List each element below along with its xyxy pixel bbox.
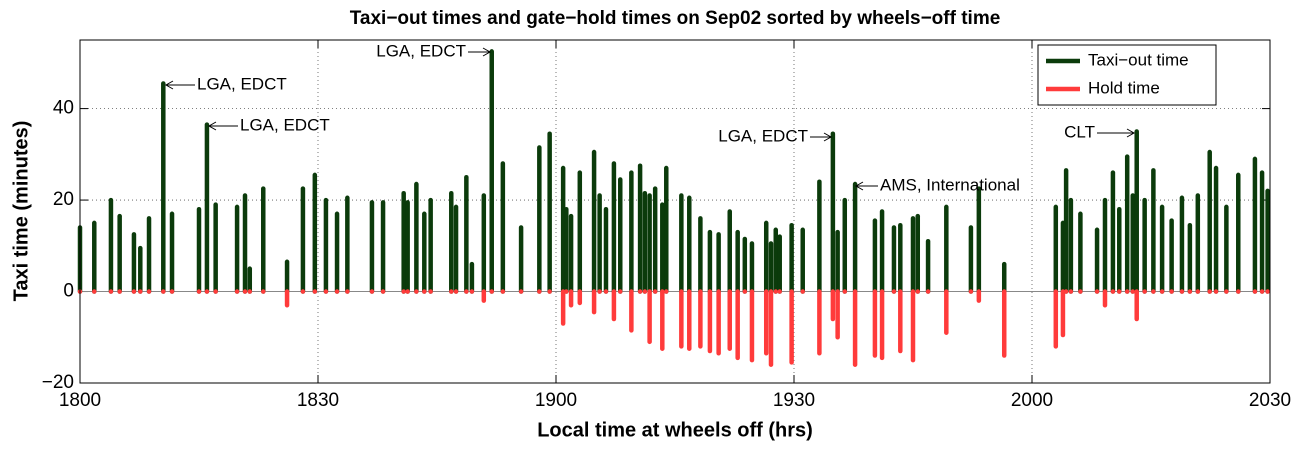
x-tick-label: 1830	[297, 390, 339, 411]
chart-title: Taxi−out times and gate−hold times on Se…	[350, 8, 1001, 29]
annotation-arrowhead	[823, 132, 833, 142]
legend-label: Taxi−out time	[1088, 50, 1189, 69]
annotation-arrowhead	[1126, 128, 1136, 138]
x-tick-label: 2000	[1011, 390, 1053, 411]
annotation-arrowhead	[854, 181, 864, 191]
y-tick-label: −20	[42, 372, 74, 393]
y-axis-label: Taxi time (minutes)	[10, 121, 32, 302]
annotation: LGA, EDCT	[376, 41, 466, 60]
annotation-arrowhead	[482, 47, 492, 57]
annotation: CLT	[1064, 122, 1095, 141]
plot-frame	[79, 39, 1271, 384]
annotation: AMS, International	[880, 175, 1020, 194]
y-tick-label: 40	[53, 98, 74, 119]
annotation: LGA, EDCT	[197, 74, 287, 93]
x-axis-label: Local time at wheels off (hrs)	[537, 419, 813, 441]
x-tick-label: 2030	[1249, 390, 1291, 411]
annotation: LGA, EDCT	[240, 115, 330, 134]
x-tick-label: 1900	[535, 390, 577, 411]
y-tick-label: 0	[63, 281, 74, 302]
annotation: LGA, EDCT	[718, 126, 808, 145]
x-tick-label: 1930	[773, 390, 815, 411]
annotation-arrowhead	[207, 121, 217, 131]
legend-box	[1037, 44, 1217, 106]
legend-label: Hold time	[1088, 78, 1160, 97]
annotation-arrowhead	[164, 80, 174, 90]
x-tick-label: 1800	[59, 390, 101, 411]
y-tick-label: 20	[53, 189, 74, 210]
